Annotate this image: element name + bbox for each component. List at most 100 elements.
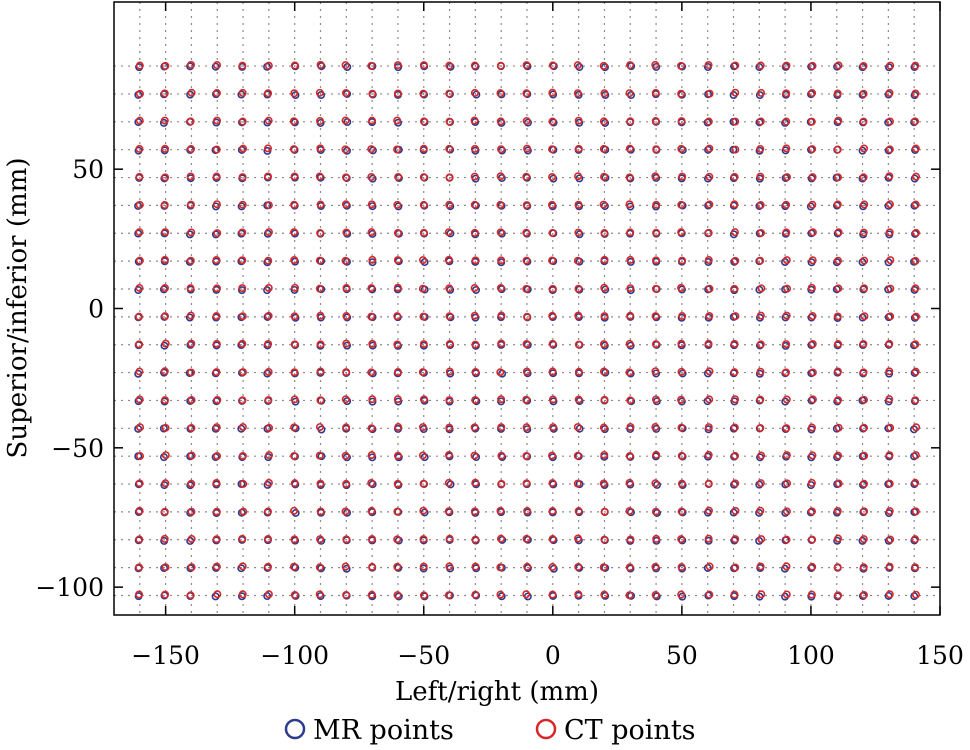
ct-point bbox=[599, 117, 608, 126]
ct-point bbox=[342, 479, 351, 488]
mr-point bbox=[884, 201, 893, 210]
mr-point bbox=[858, 536, 867, 545]
ct-point bbox=[136, 452, 145, 461]
ct-point bbox=[651, 340, 660, 349]
mr-point bbox=[523, 396, 532, 405]
ct-point bbox=[393, 256, 402, 265]
ct-point bbox=[238, 339, 247, 348]
y-tick-label: 0 bbox=[88, 295, 104, 324]
ct-point bbox=[859, 339, 868, 348]
ct-point bbox=[238, 396, 247, 405]
mr-point bbox=[498, 535, 507, 544]
ct-point bbox=[704, 61, 713, 70]
ct-point bbox=[859, 535, 868, 544]
y-tick-label: −100 bbox=[35, 573, 104, 602]
ct-point bbox=[626, 396, 635, 405]
ct-point bbox=[834, 340, 843, 349]
ct-point bbox=[316, 117, 325, 126]
mr-point bbox=[472, 397, 481, 406]
ct-point bbox=[213, 452, 222, 461]
ct-point bbox=[265, 451, 274, 460]
ct-point bbox=[368, 89, 377, 98]
ct-point bbox=[315, 423, 324, 432]
ct-point bbox=[368, 562, 377, 571]
ct-point bbox=[625, 144, 634, 153]
ct-point bbox=[704, 534, 713, 543]
ct-point bbox=[651, 591, 660, 600]
ct-point bbox=[860, 479, 869, 488]
ct-point bbox=[807, 423, 816, 432]
mr-point bbox=[730, 480, 739, 489]
ct-point bbox=[808, 145, 817, 154]
ct-point bbox=[522, 395, 531, 404]
ct-point bbox=[445, 367, 454, 376]
ct-point bbox=[238, 590, 247, 599]
ct-point bbox=[574, 562, 583, 571]
ct-point bbox=[497, 256, 506, 265]
ct-point bbox=[808, 256, 817, 265]
ct-point bbox=[808, 312, 817, 321]
ct-point bbox=[782, 117, 791, 126]
ct-point bbox=[418, 423, 427, 432]
ct-point bbox=[730, 284, 739, 293]
mr-point bbox=[237, 257, 246, 266]
ct-point bbox=[186, 284, 195, 293]
x-tick-label: 100 bbox=[787, 641, 835, 670]
ct-point bbox=[782, 424, 791, 433]
ct-point bbox=[316, 144, 325, 153]
ct-point bbox=[264, 89, 273, 98]
mr-point bbox=[237, 424, 246, 433]
ct-point bbox=[860, 144, 869, 153]
ct-point bbox=[834, 61, 843, 70]
ct-point bbox=[859, 395, 868, 404]
ct-point bbox=[161, 451, 170, 460]
ct-point bbox=[834, 256, 843, 265]
ct-point bbox=[599, 340, 608, 349]
ct-point bbox=[290, 395, 299, 404]
ct-point bbox=[186, 117, 195, 126]
ct-point bbox=[808, 200, 817, 209]
ct-point bbox=[731, 145, 740, 154]
ct-point bbox=[238, 88, 247, 97]
ct-point bbox=[573, 451, 582, 460]
ct-point bbox=[574, 172, 583, 181]
ct-point bbox=[290, 228, 299, 237]
ct-point bbox=[135, 395, 144, 404]
ct-point bbox=[859, 173, 868, 182]
ct-point bbox=[548, 479, 557, 488]
ct-point bbox=[161, 590, 170, 599]
ct-point bbox=[574, 144, 583, 153]
ct-point bbox=[599, 61, 608, 70]
ct-point bbox=[911, 535, 920, 544]
ct-point bbox=[238, 228, 247, 237]
ct-point bbox=[859, 563, 868, 572]
ct-point bbox=[445, 562, 454, 571]
ct-point bbox=[756, 562, 765, 571]
ct-point bbox=[730, 368, 739, 377]
ct-point bbox=[522, 61, 531, 70]
ct-point bbox=[368, 255, 377, 264]
ct-point bbox=[599, 144, 608, 153]
ct-point bbox=[808, 368, 817, 377]
ct-point bbox=[419, 479, 428, 488]
ct-point bbox=[833, 200, 842, 209]
ct-point bbox=[496, 228, 505, 237]
ct-point bbox=[367, 590, 376, 599]
ct-point bbox=[289, 145, 298, 154]
ct-point bbox=[186, 311, 195, 320]
ct-point bbox=[885, 590, 894, 599]
ct-point bbox=[523, 144, 532, 153]
ct-point bbox=[445, 144, 454, 153]
ct-point bbox=[136, 423, 145, 432]
ct-point bbox=[522, 590, 531, 599]
mr-point bbox=[575, 63, 584, 72]
ct-point bbox=[911, 117, 920, 126]
mr-point bbox=[781, 257, 790, 266]
ct-point bbox=[393, 368, 402, 377]
ct-point bbox=[470, 451, 479, 460]
ct-point bbox=[677, 479, 686, 488]
mr-point bbox=[368, 174, 377, 183]
ct-point bbox=[808, 89, 817, 98]
mr-point bbox=[781, 508, 790, 517]
ct-point bbox=[342, 339, 351, 348]
